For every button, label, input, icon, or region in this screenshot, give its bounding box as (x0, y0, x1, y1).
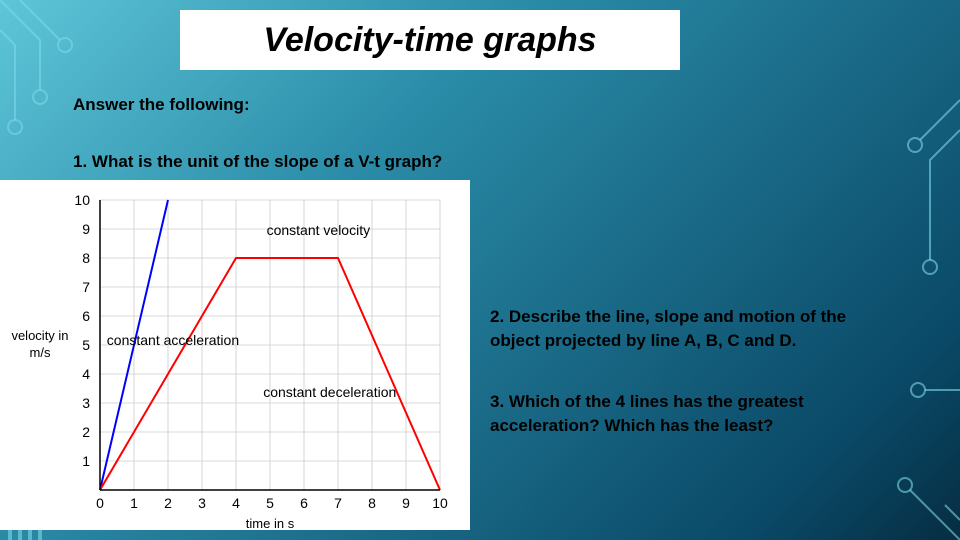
svg-text:constant deceleration: constant deceleration (263, 384, 396, 400)
svg-text:2: 2 (164, 495, 172, 511)
question-2: 2. Describe the line, slope and motion o… (490, 305, 890, 353)
svg-text:6: 6 (82, 308, 90, 324)
instruction-text: Answer the following: (73, 95, 250, 115)
svg-text:6: 6 (300, 495, 308, 511)
svg-text:4: 4 (232, 495, 240, 511)
svg-text:constant acceleration: constant acceleration (107, 332, 239, 348)
svg-text:10: 10 (74, 192, 90, 208)
svg-text:5: 5 (266, 495, 274, 511)
svg-text:3: 3 (82, 395, 90, 411)
svg-text:1: 1 (82, 453, 90, 469)
svg-text:7: 7 (82, 279, 90, 295)
svg-text:time in s: time in s (246, 516, 295, 530)
svg-text:5: 5 (82, 337, 90, 353)
svg-text:8: 8 (82, 250, 90, 266)
svg-text:0: 0 (96, 495, 104, 511)
svg-text:9: 9 (402, 495, 410, 511)
svg-text:7: 7 (334, 495, 342, 511)
svg-text:8: 8 (368, 495, 376, 511)
svg-text:4: 4 (82, 366, 90, 382)
svg-text:m/s: m/s (30, 345, 51, 360)
svg-text:velocity in: velocity in (11, 328, 68, 343)
question-1: 1. What is the unit of the slope of a V-… (73, 152, 442, 172)
title-box: Velocity-time graphs (180, 10, 680, 70)
svg-text:10: 10 (432, 495, 448, 511)
vt-chart: 0 1 2 3 4 5 6 7 8 9 10 1 2 3 4 5 6 7 8 9 10 time in s velocity… (0, 180, 470, 530)
svg-text:1: 1 (130, 495, 138, 511)
question-3: 3. Which of the 4 lines has the greatest… (490, 390, 890, 438)
svg-text:3: 3 (198, 495, 206, 511)
page-title: Velocity-time graphs (263, 21, 596, 60)
svg-text:9: 9 (82, 221, 90, 237)
svg-text:constant velocity: constant velocity (267, 222, 371, 238)
svg-text:2: 2 (82, 424, 90, 440)
